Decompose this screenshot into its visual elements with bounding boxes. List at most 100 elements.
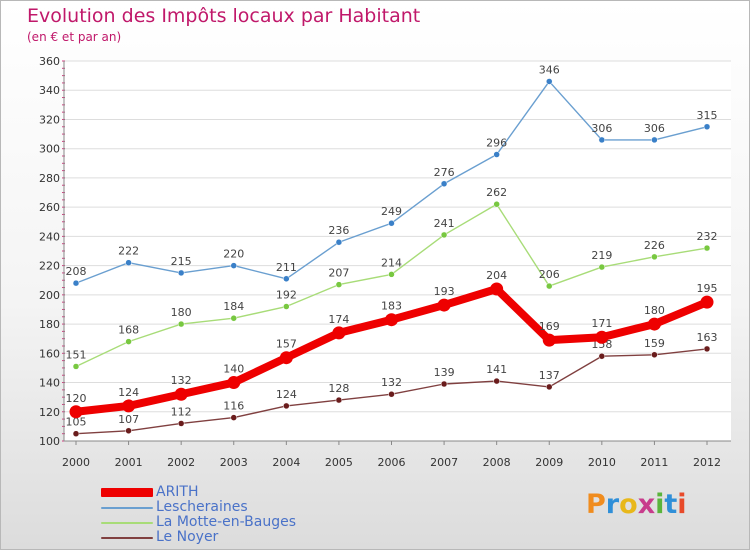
x-tick-label: 2000: [62, 456, 90, 469]
data-point: [283, 275, 290, 283]
data-point: [335, 281, 343, 288]
data-label: 157: [276, 338, 297, 351]
data-label: 214: [381, 256, 402, 269]
legend-swatch: [101, 488, 153, 497]
y-tick-label: 320: [39, 113, 60, 126]
data-label: 124: [118, 386, 139, 399]
legend-swatch: [101, 507, 153, 509]
logo-letter: i: [677, 489, 687, 520]
data-label: 249: [381, 205, 402, 218]
data-label: 180: [171, 306, 192, 319]
data-label: 306: [591, 122, 612, 135]
data-point: [72, 363, 80, 370]
data-label: 315: [697, 109, 718, 122]
data-point: [230, 314, 237, 322]
x-tick-label: 2001: [115, 456, 143, 469]
y-tick-label: 120: [39, 406, 60, 419]
x-tick-label: 2004: [272, 456, 300, 469]
data-point: [703, 123, 711, 131]
data-point: [651, 253, 658, 261]
data-point: [122, 399, 136, 413]
data-label: 180: [644, 304, 665, 317]
data-point: [440, 180, 448, 188]
data-point: [651, 136, 658, 144]
data-label: 132: [171, 374, 192, 387]
data-label: 232: [697, 230, 718, 243]
data-label: 204: [486, 269, 507, 282]
y-tick-label: 200: [39, 289, 60, 302]
data-point: [177, 420, 185, 427]
logo-letter: t: [664, 489, 678, 520]
data-label: 183: [381, 300, 402, 313]
y-tick-label: 340: [39, 84, 60, 97]
data-point: [493, 151, 500, 158]
x-tick-label: 2009: [535, 456, 563, 469]
data-point: [332, 326, 346, 340]
data-point: [437, 298, 451, 312]
x-tick-label: 2012: [693, 456, 721, 469]
data-point: [493, 200, 500, 208]
x-tick-label: 2003: [220, 456, 248, 469]
plot-area: [64, 61, 731, 441]
chart-title: Evolution des Impôts locaux par Habitant: [27, 5, 421, 27]
data-label: 208: [66, 265, 87, 278]
data-point: [546, 282, 553, 290]
data-point: [440, 380, 448, 388]
data-point: [651, 351, 658, 359]
data-label: 137: [539, 369, 560, 382]
proxiti-logo: Proxiti: [586, 489, 687, 520]
data-label: 141: [486, 363, 507, 376]
y-tick-label: 100: [39, 435, 60, 448]
data-label: 296: [486, 137, 507, 150]
data-label: 112: [171, 405, 192, 418]
data-label: 215: [171, 255, 192, 268]
x-tick-label: 2002: [167, 456, 195, 469]
data-label: 159: [644, 337, 665, 350]
data-label: 241: [434, 217, 455, 230]
data-label: 124: [276, 388, 297, 401]
data-point: [125, 259, 132, 266]
data-point: [703, 345, 711, 353]
data-label: 193: [434, 285, 455, 298]
y-tick-label: 280: [39, 172, 60, 185]
data-point: [227, 376, 241, 390]
data-point: [388, 219, 395, 227]
legend-label: Lescheraines: [156, 499, 248, 515]
data-label: 220: [223, 248, 244, 261]
data-label: 169: [539, 320, 560, 333]
data-label: 107: [118, 413, 139, 426]
legend-swatch: [101, 522, 153, 524]
logo-letter: i: [655, 489, 665, 520]
data-point: [598, 136, 606, 144]
data-point: [542, 333, 556, 347]
x-tick-label: 2008: [483, 456, 511, 469]
data-point: [546, 78, 553, 85]
data-point: [174, 387, 188, 401]
data-label: 174: [328, 313, 349, 326]
data-point: [388, 271, 395, 278]
data-point: [279, 351, 293, 365]
data-label: 211: [276, 261, 297, 274]
x-tick-label: 2010: [588, 456, 616, 469]
data-label: 116: [223, 400, 244, 413]
x-tick-label: 2006: [378, 456, 406, 469]
data-label: 262: [486, 186, 507, 199]
data-point: [230, 262, 237, 269]
y-tick-label: 160: [39, 347, 60, 360]
data-label: 306: [644, 122, 665, 135]
data-point: [440, 231, 448, 239]
data-label: 195: [697, 282, 718, 295]
logo-letter: r: [605, 489, 620, 520]
data-point: [388, 390, 395, 398]
logo-letter: P: [586, 489, 606, 520]
data-point: [490, 282, 504, 296]
data-label: 192: [276, 289, 297, 302]
data-point: [647, 317, 661, 331]
data-label: 222: [118, 245, 139, 258]
logo-letter: x: [637, 489, 656, 520]
data-label: 128: [328, 382, 349, 395]
legend-label: La Motte-en-Bauges: [156, 514, 297, 530]
data-point: [283, 402, 290, 410]
data-label: 219: [591, 249, 612, 262]
data-label: 151: [66, 348, 87, 361]
